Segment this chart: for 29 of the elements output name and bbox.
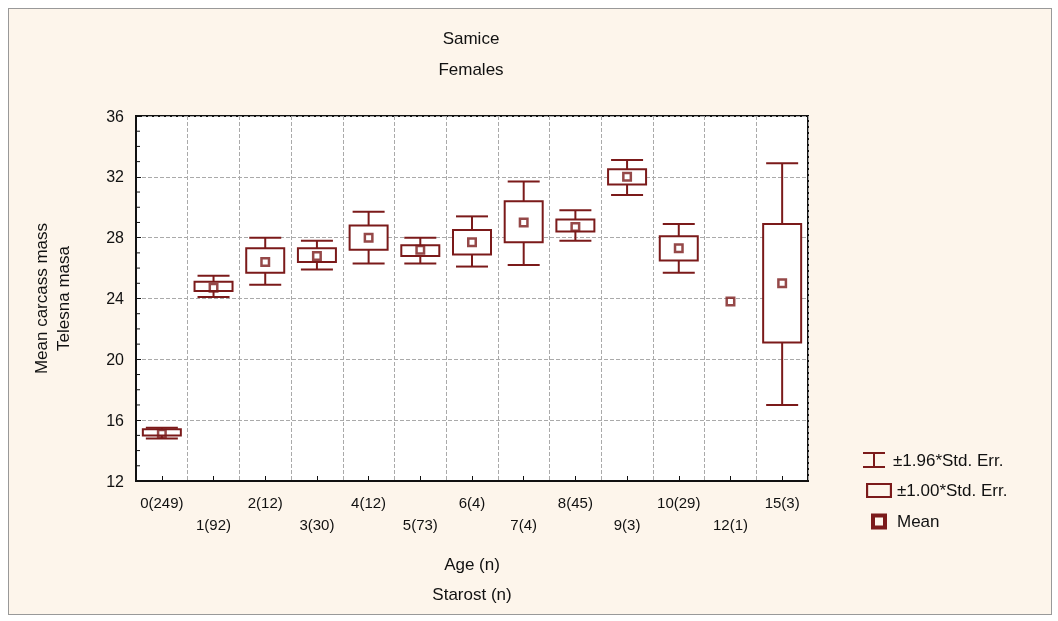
x-tick-label: 9(3) xyxy=(613,515,641,533)
x-tick-label: 6(4) xyxy=(458,493,486,511)
legend-label: Mean xyxy=(897,512,940,531)
x-tick-label: 12(1) xyxy=(712,515,748,533)
y-tick-label: 32 xyxy=(106,168,125,186)
y-tick-label: 20 xyxy=(106,350,125,368)
x-tick-label: 1(92) xyxy=(196,515,232,533)
y-tick-label: 12 xyxy=(106,472,125,490)
y-tick-label: 28 xyxy=(106,229,125,247)
x-tick-label: 7(4) xyxy=(510,515,538,533)
x-tick-label: 15(3) xyxy=(764,493,800,511)
x-tick-label: 5(73) xyxy=(402,515,438,533)
x-tick-label: 8(45) xyxy=(557,493,593,511)
x-tick-label: 2(12) xyxy=(247,493,283,511)
x-tick-label: 4(12) xyxy=(351,493,387,511)
y-tick-label: 36 xyxy=(106,107,125,125)
y-tick-label: 16 xyxy=(106,411,125,429)
point xyxy=(777,278,788,289)
x-axis-title: Age (n) Starost (n) xyxy=(432,554,512,604)
y-axis-title: Mean carcass mass Telesna masa xyxy=(31,222,73,375)
x-tick-label: 0(249) xyxy=(140,493,184,511)
x-tick-label: 10(29) xyxy=(657,493,701,511)
chart-title: Samice xyxy=(442,29,500,48)
text: ±1.96*Std. Err. xyxy=(893,450,1004,470)
y-tick-label: 24 xyxy=(106,290,125,307)
x-tick-label: 3(30) xyxy=(299,515,335,533)
chart-subtitle: Females xyxy=(438,60,504,79)
point xyxy=(725,296,736,307)
legend-label: ±1.00*Std. Err. xyxy=(897,481,1008,500)
